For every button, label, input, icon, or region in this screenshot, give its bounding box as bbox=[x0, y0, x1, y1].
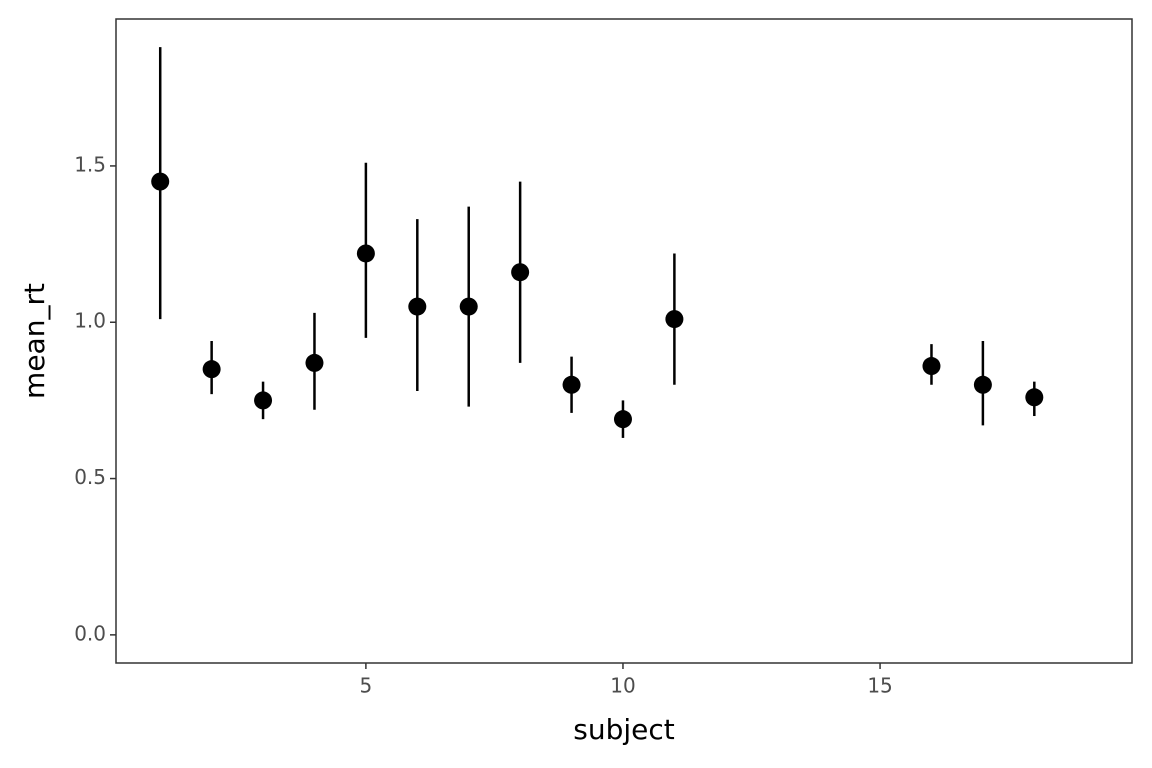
point bbox=[202, 360, 221, 379]
y-tick-label: 0.0 bbox=[74, 621, 106, 645]
point bbox=[356, 244, 375, 263]
y-tick-label: 1.5 bbox=[74, 152, 106, 176]
point bbox=[305, 353, 324, 372]
point bbox=[459, 297, 478, 316]
panel-border bbox=[115, 18, 1133, 664]
point bbox=[973, 375, 992, 394]
y-tick-label: 0.5 bbox=[74, 465, 106, 489]
point bbox=[511, 263, 530, 282]
y-axis-title: mean_rt bbox=[18, 283, 51, 399]
y-tick-label: 1.0 bbox=[74, 309, 106, 333]
x-tick-label: 5 bbox=[360, 674, 373, 698]
point bbox=[562, 375, 581, 394]
point bbox=[151, 172, 170, 191]
x-axis-title: subject bbox=[573, 713, 675, 746]
point bbox=[665, 310, 684, 329]
x-tick-label: 15 bbox=[867, 674, 892, 698]
x-tick-label: 10 bbox=[610, 674, 635, 698]
point bbox=[408, 297, 427, 316]
point bbox=[1025, 388, 1044, 407]
point bbox=[922, 357, 941, 376]
point bbox=[254, 391, 273, 410]
point bbox=[613, 410, 632, 429]
